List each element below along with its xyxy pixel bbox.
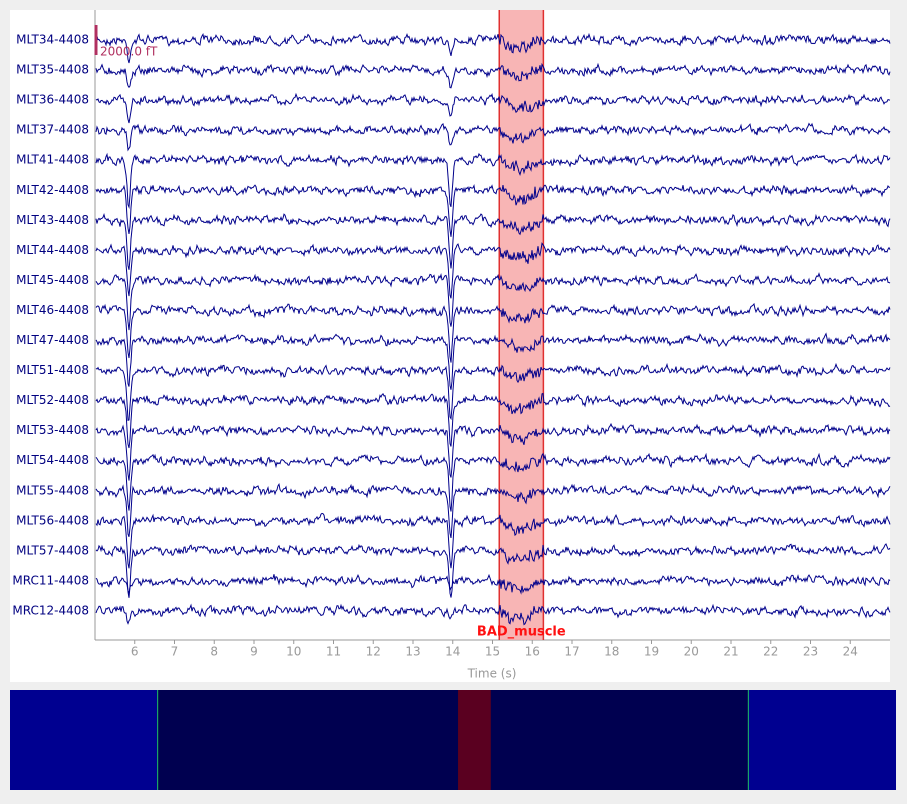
trace [95, 452, 891, 512]
x-tick-label: 7 [171, 645, 179, 659]
annotation-label: BAD_muscle [477, 625, 566, 640]
channel-label: MLT34-4408 [16, 33, 89, 47]
trace [95, 32, 891, 64]
trace [95, 184, 890, 237]
scale-bar-label: 2000.0 fT [100, 45, 158, 59]
x-tick-label: 24 [843, 645, 858, 659]
trace [95, 212, 891, 270]
trace [95, 362, 891, 421]
channel-label: MLT43-4408 [16, 213, 89, 227]
trace [95, 62, 891, 89]
channel-label: MLT53-4408 [16, 423, 89, 437]
plot-panel [10, 10, 890, 682]
x-tick-label: 15 [485, 645, 500, 659]
annotation-span [499, 10, 544, 640]
channel-label: MLT52-4408 [16, 393, 89, 407]
x-tick-label: 12 [366, 645, 381, 659]
channel-label: MLT46-4408 [16, 303, 89, 317]
x-tick-label: 8 [210, 645, 218, 659]
channel-label: MLT51-4408 [16, 363, 89, 377]
channel-label: MLT42-4408 [16, 183, 89, 197]
channel-label: MLT56-4408 [16, 513, 89, 527]
trace [95, 603, 891, 626]
x-tick-label: 18 [604, 645, 619, 659]
trace [95, 152, 891, 209]
trace [95, 392, 891, 449]
channel-label: MLT44-4408 [16, 243, 89, 257]
channel-label: MLT35-4408 [16, 63, 89, 77]
channel-label: MLT57-4408 [16, 543, 89, 557]
trace [95, 422, 891, 481]
channel-label: MLT37-4408 [16, 123, 89, 137]
trace [95, 122, 891, 152]
x-tick-label: 11 [326, 645, 341, 659]
x-tick-label: 20 [684, 645, 699, 659]
channel-label: MLT47-4408 [16, 333, 89, 347]
x-tick-label: 23 [803, 645, 818, 659]
trace [95, 242, 891, 299]
x-tick-label: 16 [525, 645, 540, 659]
x-axis-label: Time (s) [467, 667, 517, 681]
trace [95, 92, 891, 124]
x-tick-label: 9 [250, 645, 258, 659]
channel-label: MLT55-4408 [16, 483, 89, 497]
channel-label: MLT36-4408 [16, 93, 89, 107]
x-tick-label: 14 [445, 645, 460, 659]
trace [95, 483, 891, 539]
trace [95, 512, 891, 569]
x-tick-label: 22 [763, 645, 778, 659]
x-tick-label: 21 [723, 645, 738, 659]
channel-label: MLT54-4408 [16, 453, 89, 467]
overview-annotation [458, 690, 491, 790]
channel-label: MRC12-4408 [12, 603, 89, 617]
x-tick-label: 17 [564, 645, 579, 659]
channel-label: MLT45-4408 [16, 273, 89, 287]
x-tick-label: 19 [644, 645, 659, 659]
x-tick-label: 6 [131, 645, 139, 659]
trace [95, 272, 891, 331]
trace [95, 302, 891, 363]
overview-window [157, 690, 749, 790]
trace [95, 573, 891, 595]
trace [95, 332, 891, 390]
trace [95, 543, 891, 598]
x-tick-label: 10 [286, 645, 301, 659]
channel-label: MRC11-4408 [12, 573, 89, 587]
channel-label: MLT41-4408 [16, 153, 89, 167]
x-tick-label: 13 [405, 645, 420, 659]
